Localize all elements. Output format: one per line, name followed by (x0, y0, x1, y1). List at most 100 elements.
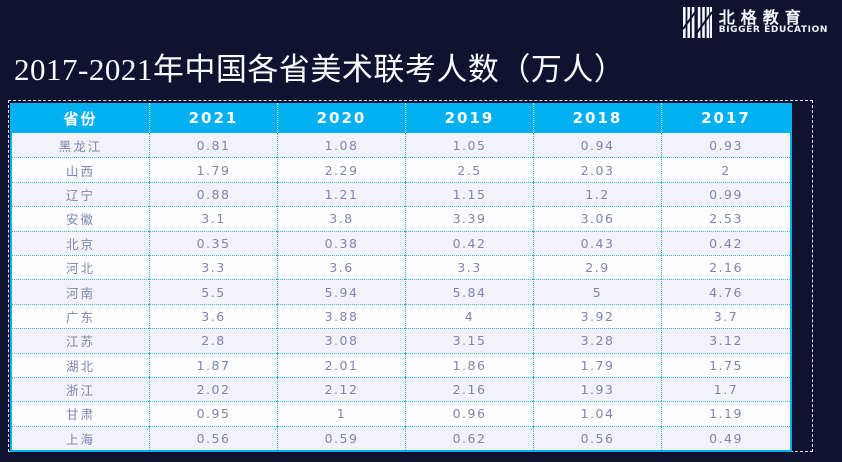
table-body: 黑龙江 0.81 1.08 1.05 0.94 0.93 山西 1.79 2.29 2.5 2… (12, 133, 790, 451)
value-cell: 2 (661, 157, 790, 182)
value-cell: 0.42 (405, 230, 533, 255)
value-cell: 1.7 (661, 376, 790, 402)
value-cell: 0.49 (661, 425, 790, 451)
value-cell: 0.42 (661, 230, 790, 255)
value-cell: 0.93 (661, 133, 790, 158)
province-cell: 辽宁 (12, 181, 149, 206)
value-cell: 1.21 (277, 181, 405, 207)
table-row: 辽宁 0.88 1.21 1.15 1.2 0.99 (12, 181, 790, 207)
value-cell: 4.76 (661, 279, 790, 304)
column-header-2021: 2021 (149, 103, 277, 133)
value-cell: 0.94 (533, 133, 661, 158)
value-cell: 2.9 (533, 254, 661, 280)
table-row: 上海 0.56 0.59 0.62 0.56 0.49 (12, 425, 790, 451)
table-row: 湖北 1.87 2.01 1.86 1.79 1.75 (12, 352, 790, 377)
value-cell: 3.3 (405, 254, 533, 280)
brand-logo-text: 北格教育 BIGGER EDUCATION (719, 9, 828, 36)
brand-name-en: BIGGER EDUCATION (718, 25, 828, 36)
column-header-2017: 2017 (661, 103, 790, 133)
brand-name-cn: 北格教育 (718, 7, 807, 27)
value-cell: 2.16 (661, 254, 790, 280)
value-cell: 1.05 (405, 133, 533, 158)
column-header-province: 省份 (12, 103, 149, 133)
table-row: 浙江 2.02 2.12 2.16 1.93 1.7 (12, 376, 790, 402)
value-cell: 1.2 (533, 181, 661, 207)
value-cell: 2.29 (277, 157, 405, 182)
data-table: 省份 2021 2020 2019 2018 2017 黑龙江 0.81 1.08… (10, 103, 792, 453)
value-cell: 1.79 (149, 157, 277, 182)
value-cell: 3.6 (149, 303, 277, 329)
value-cell: 1.86 (405, 352, 533, 377)
value-cell: 3.15 (405, 328, 533, 353)
table-row: 河南 5.5 5.94 5.84 5 4.76 (12, 279, 790, 304)
province-cell: 浙江 (12, 376, 149, 401)
value-cell: 3.39 (405, 206, 533, 231)
value-cell: 0.43 (533, 230, 661, 255)
province-cell: 甘肃 (12, 401, 149, 425)
value-cell: 1 (277, 401, 405, 426)
value-cell: 1.75 (661, 352, 790, 377)
column-header-2018: 2018 (533, 103, 661, 133)
value-cell: 5.94 (277, 279, 405, 304)
value-cell: 3.08 (277, 328, 405, 353)
province-cell: 北京 (12, 230, 149, 255)
province-cell: 广东 (12, 303, 149, 328)
value-cell: 0.88 (149, 181, 277, 207)
province-cell: 河北 (12, 254, 149, 279)
value-cell: 1.08 (277, 133, 405, 158)
table-header-row: 省份 2021 2020 2019 2018 2017 (12, 103, 790, 133)
column-header-2020: 2020 (277, 103, 405, 133)
table-row: 北京 0.35 0.38 0.42 0.43 0.42 (12, 230, 790, 255)
value-cell: 3.7 (661, 303, 790, 329)
value-cell: 2.12 (277, 376, 405, 402)
province-cell: 山西 (12, 157, 149, 181)
province-cell: 江苏 (12, 328, 149, 352)
province-cell: 黑龙江 (58, 138, 103, 154)
page-title: 2017-2021年中国各省美术联考人数（万人） (14, 52, 626, 87)
value-cell: 5.5 (149, 279, 277, 304)
value-cell: 2.5 (405, 157, 533, 182)
value-cell: 0.81 (149, 133, 277, 158)
value-cell: 1.19 (661, 401, 790, 426)
value-cell: 0.56 (533, 425, 661, 451)
value-cell: 0.56 (149, 425, 277, 451)
value-cell: 2.03 (533, 157, 661, 182)
value-cell: 2.01 (277, 352, 405, 377)
value-cell: 2.16 (405, 376, 533, 402)
table-row: 甘肃 0.95 1 0.96 1.04 1.19 (12, 401, 790, 426)
province-cell: 河南 (12, 279, 149, 303)
value-cell: 5.84 (405, 279, 533, 304)
value-cell: 1.15 (405, 181, 533, 207)
value-cell: 2.8 (149, 328, 277, 353)
value-cell: 2.02 (149, 376, 277, 402)
province-cell: 上海 (12, 425, 149, 450)
province-cell: 湖北 (12, 352, 149, 377)
table-row: 山西 1.79 2.29 2.5 2.03 2 (12, 157, 790, 182)
value-cell: 5 (533, 279, 661, 304)
column-header-2019: 2019 (405, 103, 533, 133)
value-cell: 3.06 (533, 206, 661, 231)
value-cell: 0.95 (149, 401, 277, 426)
value-cell: 3.88 (277, 303, 405, 329)
value-cell: 3.6 (277, 254, 405, 280)
value-cell: 3.28 (533, 328, 661, 353)
table-row: 广东 3.6 3.88 4 3.92 3.7 (12, 303, 790, 329)
value-cell: 4 (405, 303, 533, 329)
table-row: 安徽 3.1 3.8 3.39 3.06 2.53 (12, 206, 790, 231)
value-cell: 3.1 (149, 206, 277, 231)
value-cell: 2.53 (661, 206, 790, 231)
value-cell: 3.92 (533, 303, 661, 329)
value-cell: 1.04 (533, 401, 661, 426)
value-cell: 1.87 (149, 352, 277, 377)
province-cell: 安徽 (12, 206, 149, 230)
value-cell: 3.3 (149, 254, 277, 280)
value-cell: 0.99 (661, 181, 790, 207)
value-cell: 3.8 (277, 206, 405, 231)
table-row: 黑龙江 0.81 1.08 1.05 0.94 0.93 (12, 133, 790, 158)
value-cell: 0.35 (149, 230, 277, 255)
brand-logo: 北格教育 BIGGER EDUCATION (682, 7, 828, 38)
value-cell: 1.93 (533, 376, 661, 402)
value-cell: 1.79 (533, 352, 661, 377)
table-row: 河北 3.3 3.6 3.3 2.9 2.16 (12, 254, 790, 280)
